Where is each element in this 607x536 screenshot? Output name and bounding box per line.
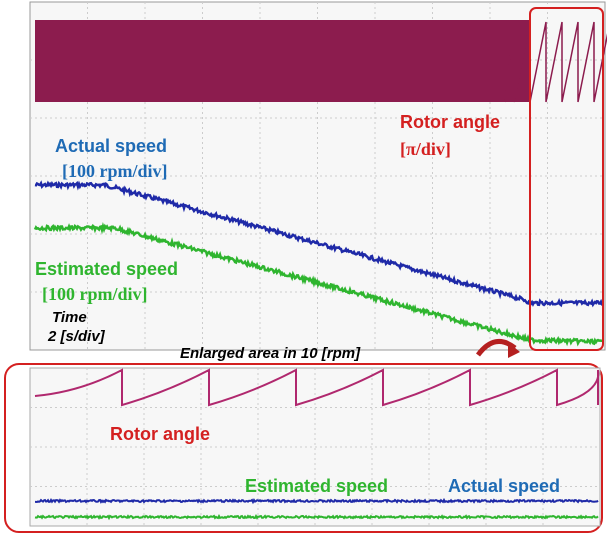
label: Estimated speed bbox=[245, 476, 388, 496]
label: Estimated speed bbox=[35, 259, 178, 279]
label: Actual speed bbox=[448, 476, 560, 496]
label: [100 rpm/div] bbox=[42, 284, 148, 304]
label: Actual speed bbox=[55, 136, 167, 156]
label: Enlarged area in 10 [rpm] bbox=[180, 345, 361, 362]
rotor-angle-dense bbox=[35, 20, 530, 102]
label: 2 [s/div] bbox=[47, 328, 106, 345]
label: Rotor angle bbox=[110, 424, 210, 444]
label: [100 rpm/div] bbox=[62, 161, 168, 181]
label: [π/div] bbox=[400, 139, 451, 159]
label: Rotor angle bbox=[400, 112, 500, 132]
figure: Actual speed [100 rpm/div] Rotor angle [… bbox=[0, 0, 607, 536]
label: Time bbox=[52, 309, 87, 326]
